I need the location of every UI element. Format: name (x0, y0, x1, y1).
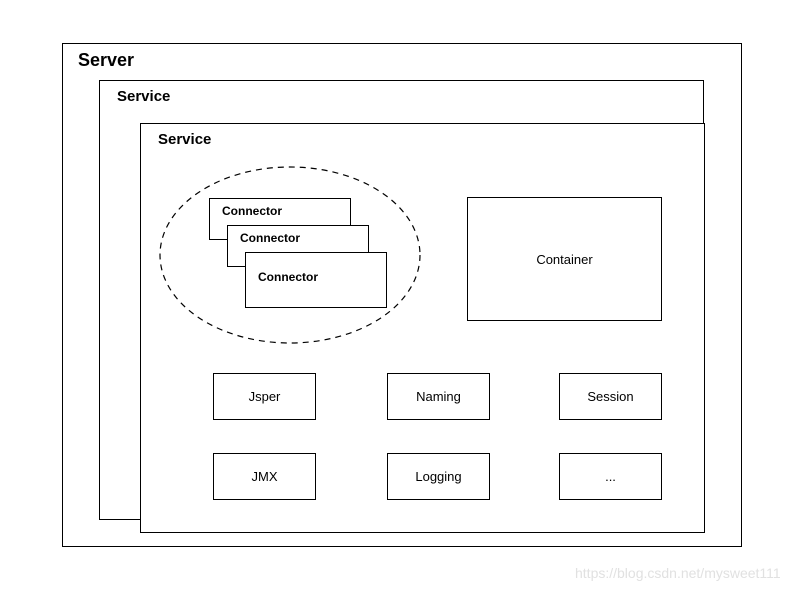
session-label: Session (587, 389, 633, 404)
naming-box: Naming (387, 373, 490, 420)
server-label: Server (78, 50, 134, 71)
watermark-text: https://blog.csdn.net/mysweet111 (575, 565, 781, 581)
more-box: ... (559, 453, 662, 500)
more-label: ... (605, 469, 616, 484)
logging-box: Logging (387, 453, 490, 500)
container-label: Container (536, 252, 592, 267)
jmx-label: JMX (252, 469, 278, 484)
jsper-label: Jsper (249, 389, 281, 404)
service-front-label: Service (158, 131, 211, 148)
connector-label-1: Connector (222, 204, 282, 218)
logging-label: Logging (415, 469, 461, 484)
session-box: Session (559, 373, 662, 420)
service-back-label: Service (117, 88, 170, 105)
container-box: Container (467, 197, 662, 321)
naming-label: Naming (416, 389, 461, 404)
connector-label-2: Connector (240, 231, 300, 245)
jsper-box: Jsper (213, 373, 316, 420)
connector-label-3: Connector (258, 270, 318, 284)
jmx-box: JMX (213, 453, 316, 500)
